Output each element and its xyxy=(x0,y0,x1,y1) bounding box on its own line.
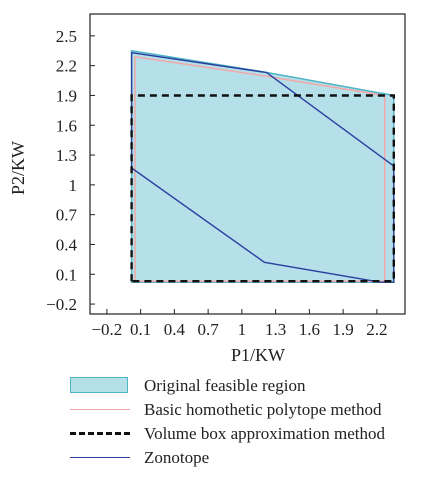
y-tick-label: 0.1 xyxy=(56,265,77,284)
y-tick-label: 1.6 xyxy=(56,116,77,135)
x-tick-label: 1 xyxy=(238,320,247,339)
legend-label-original: Original feasible region xyxy=(144,376,306,395)
x-tick-label: 1.9 xyxy=(333,320,354,339)
legend-item-box: Volume box approximation method xyxy=(70,422,440,446)
y-axis-ticks: −0.2 0.1 0.4 0.7 1 1.3 1.6 1.9 2.2 2.5 xyxy=(46,27,95,314)
y-tick-label: 0.4 xyxy=(56,235,78,254)
legend: Original feasible region Basic homotheti… xyxy=(70,374,440,470)
y-axis-label: P2/KW xyxy=(8,141,28,195)
x-axis-ticks: −0.2 0.1 0.4 0.7 1 1.3 1.6 1.9 2.2 xyxy=(91,309,388,339)
legend-swatch-homothetic xyxy=(70,400,130,420)
legend-label-zonotope: Zonotope xyxy=(144,448,210,467)
x-tick-label: 2.2 xyxy=(366,320,387,339)
y-tick-label: 2.2 xyxy=(56,57,77,76)
chart-canvas: −0.2 0.1 0.4 0.7 1 1.3 1.6 1.9 2.2 2.5 −0.2 0.1 0.4… xyxy=(8,13,406,365)
x-tick-label: 0.1 xyxy=(130,320,151,339)
series-original-feasible-region xyxy=(130,49,395,283)
legend-item-zonotope: Zonotope xyxy=(70,446,440,470)
legend-label-homothetic: Basic homothetic polytope method xyxy=(144,400,382,419)
y-tick-label: 0.7 xyxy=(56,206,78,225)
x-tick-label: 0.4 xyxy=(164,320,186,339)
legend-swatch-original xyxy=(70,376,130,396)
y-tick-label: 1.9 xyxy=(56,86,77,105)
x-tick-label: 1.3 xyxy=(265,320,286,339)
legend-swatch-zonotope xyxy=(70,448,130,468)
legend-item-homothetic: Basic homothetic polytope method xyxy=(70,398,440,422)
x-axis-label: P1/KW xyxy=(231,345,285,365)
x-tick-label: 0.7 xyxy=(198,320,220,339)
y-tick-label: 1.3 xyxy=(56,146,77,165)
plot-frame xyxy=(89,13,406,315)
y-tick-label: 1 xyxy=(69,176,78,195)
plot-area xyxy=(89,13,406,315)
y-tick-label: 2.5 xyxy=(56,27,77,46)
legend-swatch-box xyxy=(70,424,130,444)
x-tick-label: 1.6 xyxy=(299,320,320,339)
y-tick-label: −0.2 xyxy=(46,295,77,314)
x-tick-label: −0.2 xyxy=(91,320,122,339)
legend-item-original: Original feasible region xyxy=(70,374,440,398)
legend-label-box: Volume box approximation method xyxy=(144,424,385,443)
series-volume-box xyxy=(130,94,395,283)
